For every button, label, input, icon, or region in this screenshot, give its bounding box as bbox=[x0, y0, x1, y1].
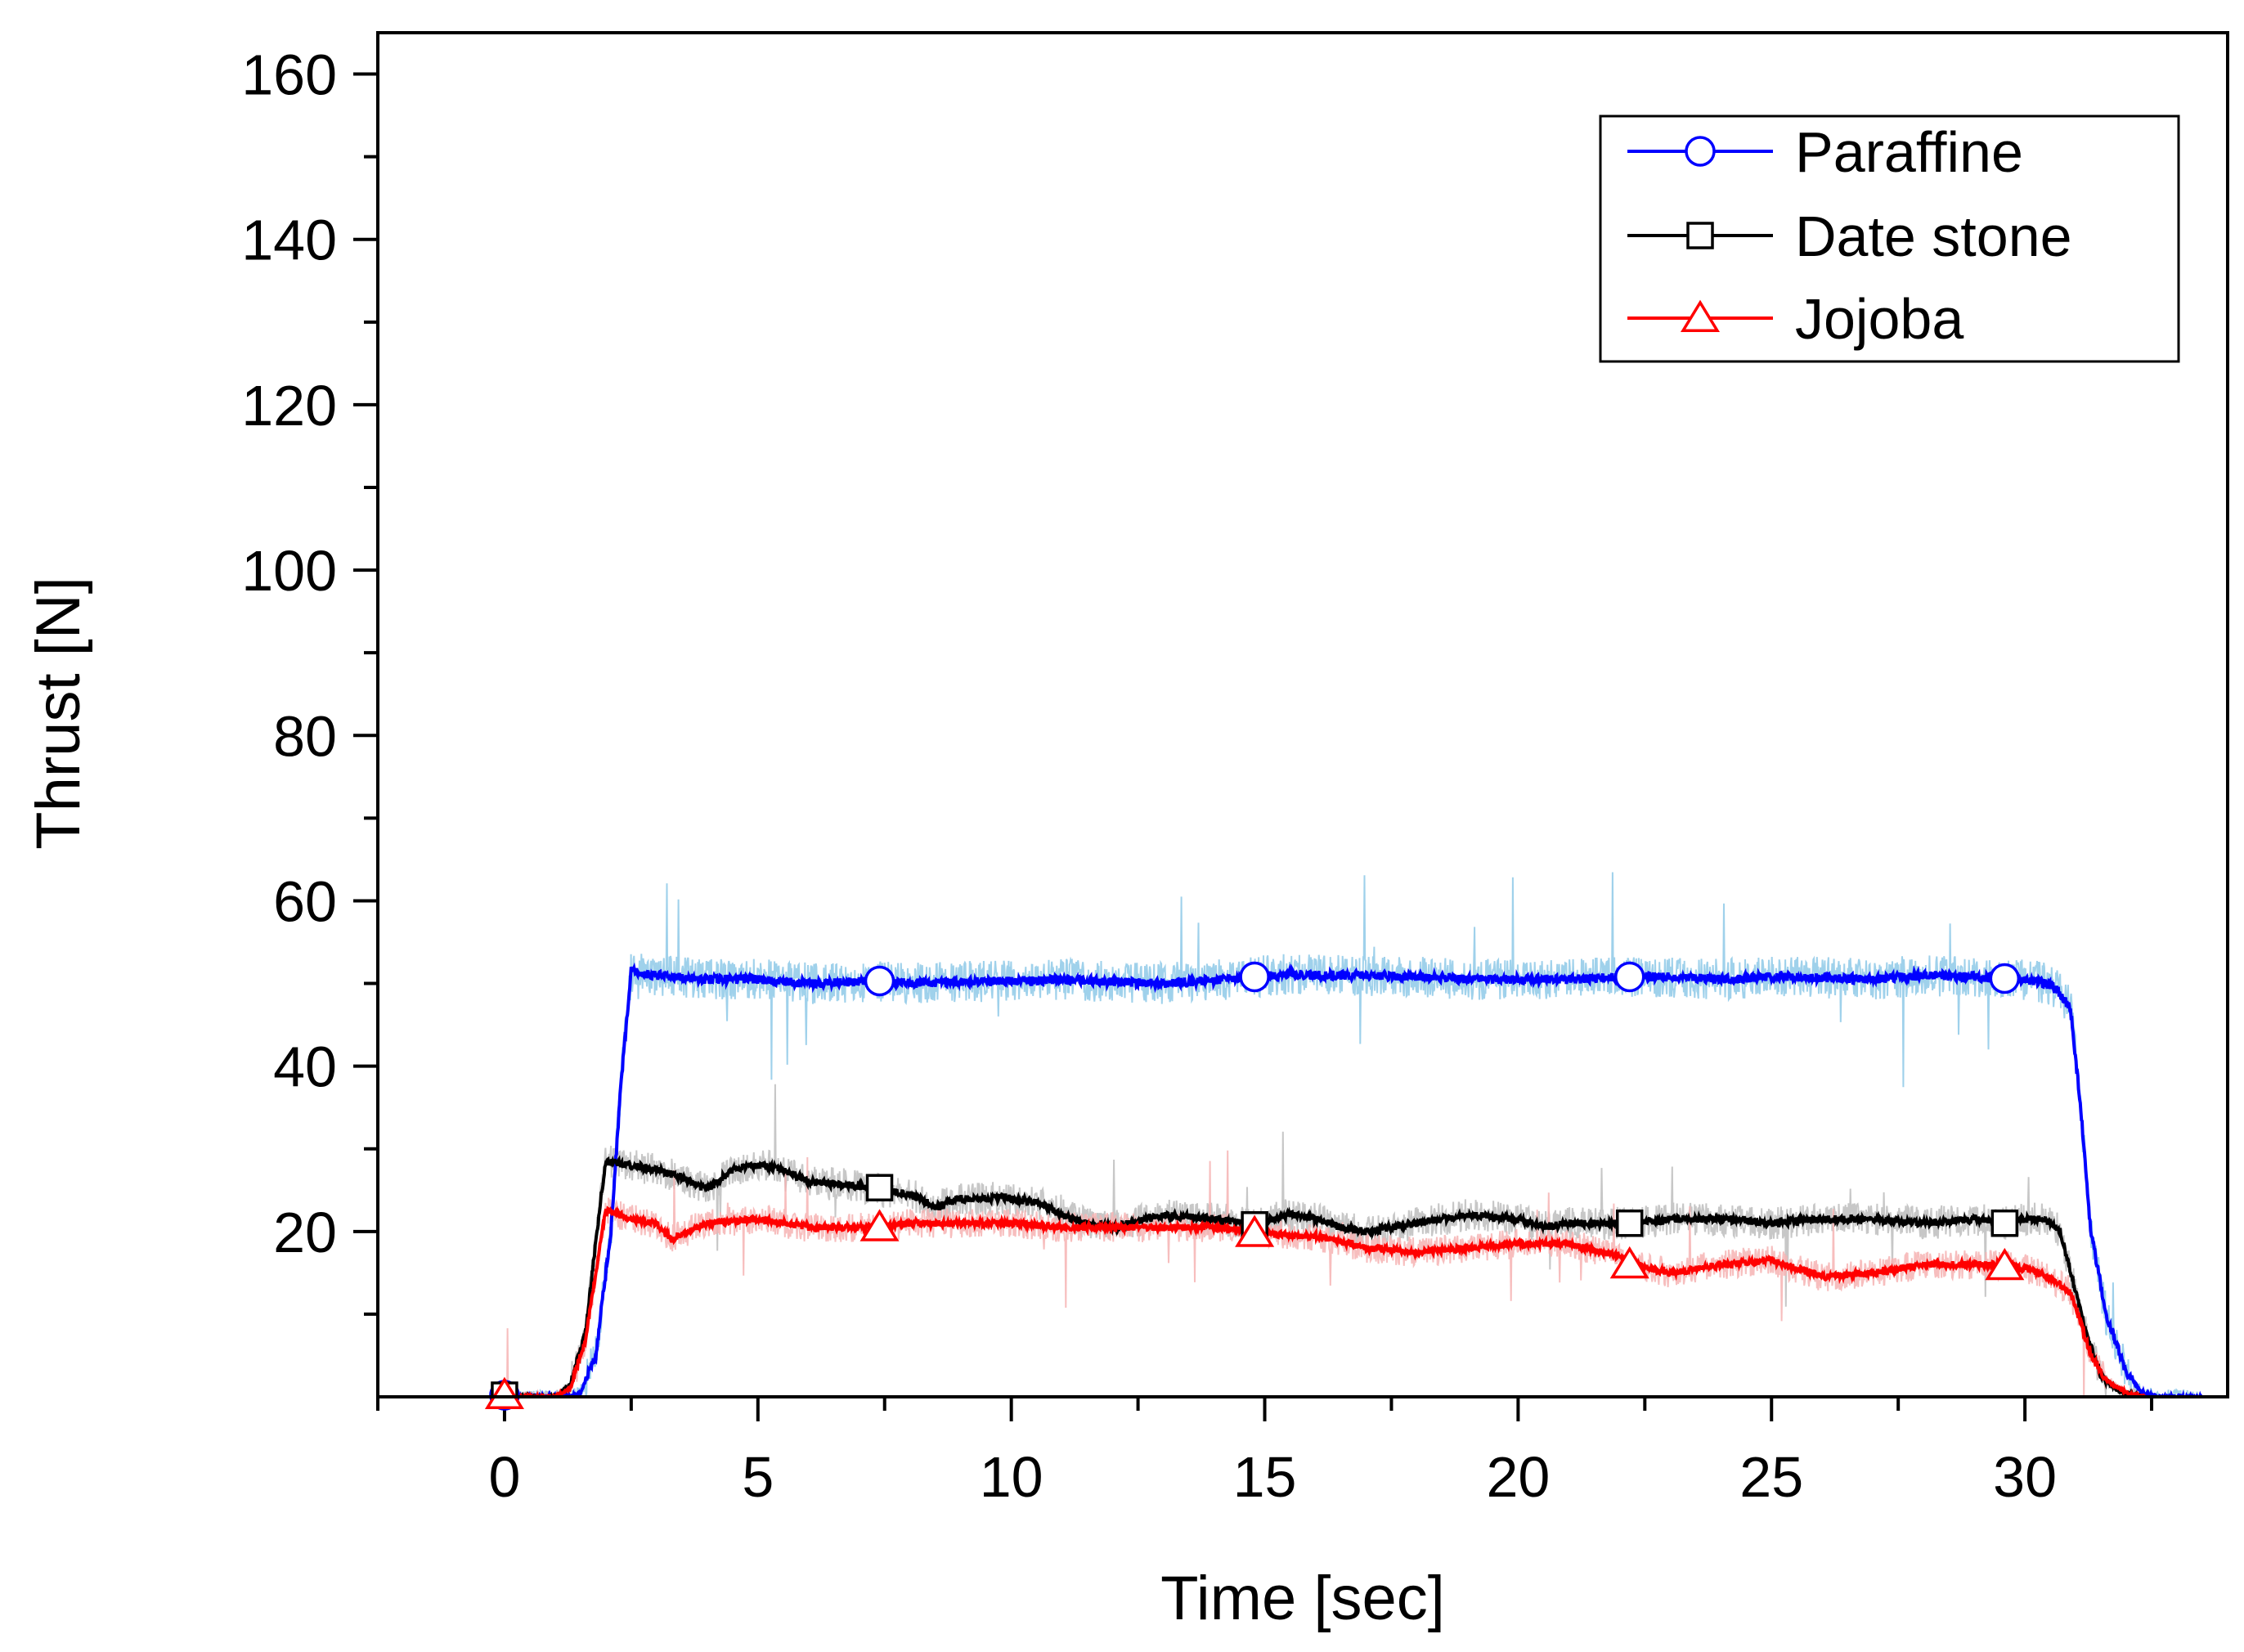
y-tick-label: 160 bbox=[241, 43, 337, 107]
y-tick-label: 20 bbox=[273, 1201, 337, 1264]
date-stone-marker bbox=[865, 1174, 894, 1201]
x-tick-label: 10 bbox=[980, 1445, 1043, 1509]
legend-marker-paraffine bbox=[1685, 136, 1716, 167]
legend-label-date-stone: Date stone bbox=[1795, 204, 2072, 268]
x-tick-label: 25 bbox=[1739, 1445, 1803, 1509]
paraffine-raw-line bbox=[505, 872, 2202, 1397]
legend-label-jojoba: Jojoba bbox=[1795, 287, 1964, 351]
jojoba-marker bbox=[1985, 1247, 2025, 1281]
jojoba-line bbox=[503, 1205, 2147, 1397]
legend: Paraffine Date stone Jojoba bbox=[1599, 114, 2180, 363]
y-tick-label: 120 bbox=[241, 374, 337, 438]
date-stone-marker bbox=[1615, 1209, 1644, 1237]
y-tick-label: 100 bbox=[241, 539, 337, 603]
jojoba-marker bbox=[1609, 1246, 1649, 1279]
x-axis-title: Time [sec] bbox=[1160, 1564, 1445, 1633]
jojoba-marker bbox=[1235, 1214, 1275, 1247]
date-stone-marker bbox=[1990, 1209, 2019, 1237]
paraffine-marker bbox=[1613, 961, 1645, 993]
plot-frame bbox=[376, 31, 2229, 1398]
date-stone-line bbox=[503, 1155, 2143, 1397]
y-axis-ticks bbox=[353, 72, 378, 1316]
x-axis-ticks bbox=[376, 1397, 2154, 1421]
x-tick-label: 0 bbox=[488, 1445, 520, 1509]
x-tick-label: 30 bbox=[1993, 1445, 2057, 1509]
paraffine-line bbox=[502, 962, 2204, 1397]
y-tick-label: 80 bbox=[273, 704, 337, 768]
smoothed-signal-layer bbox=[502, 962, 2204, 1397]
x-tick-label: 5 bbox=[742, 1445, 774, 1509]
y-tick-label: 60 bbox=[273, 869, 337, 933]
tick-labels: 20 40 60 80 100 120 140 160 0 5 10 15 20 25 30 bbox=[241, 43, 2057, 1509]
paraffine-marker bbox=[864, 965, 895, 997]
legend-marker-date-stone bbox=[1686, 222, 1714, 249]
y-tick-label: 40 bbox=[273, 1035, 337, 1099]
jojoba-marker bbox=[859, 1209, 900, 1241]
marker-layer bbox=[484, 961, 2025, 1411]
y-tick-label: 140 bbox=[241, 209, 337, 272]
x-tick-label: 15 bbox=[1233, 1445, 1297, 1509]
legend-label-paraffine: Paraffine bbox=[1795, 120, 2023, 184]
legend-marker-jojoba bbox=[1680, 299, 1721, 332]
jojoba-origin-marker bbox=[484, 1376, 524, 1409]
y-axis-title: Thrust [N] bbox=[24, 577, 93, 850]
paraffine-marker bbox=[1239, 961, 1270, 993]
paraffine-marker bbox=[1989, 963, 2021, 994]
x-tick-label: 20 bbox=[1486, 1445, 1550, 1509]
